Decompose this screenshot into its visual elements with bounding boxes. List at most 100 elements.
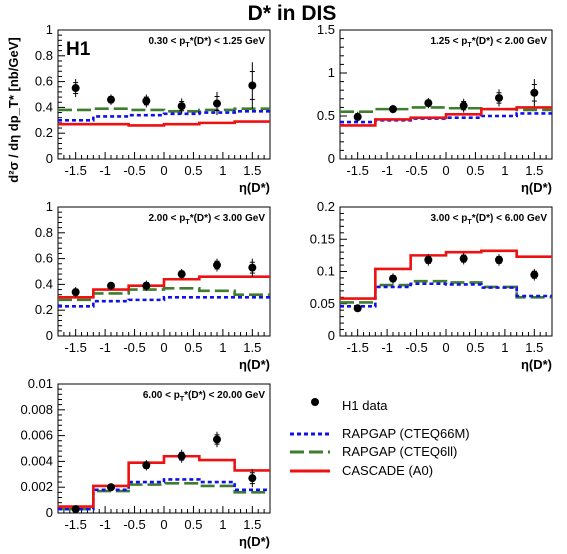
x-tick-label: -1	[381, 163, 393, 178]
x-tick-label: -1.5	[64, 340, 86, 355]
y-tick-label: 0.6	[35, 251, 53, 266]
data-point	[459, 101, 468, 110]
data-point	[71, 84, 80, 93]
panel-3: 0 0.2 0.4 0.6 0.8 1 -1.5 -1 -0.5 0 0.5 1 1.5 η(D*) 2.0…	[35, 199, 271, 372]
y-tick-label: 0.01	[28, 376, 53, 391]
x-tick-label: 1.5	[243, 517, 261, 532]
data-point	[530, 88, 539, 97]
x-tick-label: 0	[160, 163, 167, 178]
x-tick-label: -1.5	[64, 163, 86, 178]
x-tick-label: 0	[442, 163, 449, 178]
y-tick-label: 0.8	[35, 225, 53, 240]
series-cascade	[58, 120, 270, 127]
data-point	[353, 112, 362, 121]
panel-5: 0 0.002 0.004 0.006 0.008 0.01 -1.5 -1 -0.5 0 0.5 1…	[20, 376, 271, 549]
legend-label-cascade: CASCADE (A0)	[342, 463, 433, 478]
x-tick-label: -1.5	[346, 340, 368, 355]
x-tick-label: 0	[160, 517, 167, 532]
y-tick-label: 0.2	[317, 199, 335, 214]
x-tick-label: 1.5	[243, 163, 261, 178]
legend: H1 data RAPGAP (CTEQ66M) RAPGAP (CTEQ6ll…	[290, 398, 470, 478]
x-tick-label: 1.5	[243, 340, 261, 355]
data-point	[107, 483, 115, 492]
y-tick-label: 0.4	[35, 99, 53, 114]
data-point	[353, 304, 362, 313]
x-axis-title: η(D*)	[239, 534, 270, 549]
main-title: D* in DIS	[248, 2, 337, 25]
x-tick-label: -1.5	[64, 517, 86, 532]
y-tick-label: 1	[46, 199, 53, 214]
data-point	[495, 93, 503, 102]
x-tick-label: -0.5	[123, 340, 145, 355]
x-tick-label: 1.5	[525, 340, 543, 355]
legend-marker-data	[311, 398, 319, 406]
series-rapgap66m	[58, 478, 270, 511]
plot-frame	[57, 206, 271, 337]
y-tick-label: 0.6	[35, 74, 53, 89]
x-tick-label: 1	[219, 340, 226, 355]
x-tick-label: 0.5	[184, 163, 202, 178]
y-tick-label: 0.15	[310, 231, 335, 246]
x-tick-label: 1	[501, 340, 508, 355]
y-tick-label: 0.002	[20, 479, 53, 494]
y-tick-label: 0.2	[35, 125, 53, 140]
series-cascade	[58, 454, 270, 508]
pt-range-label: 2.00 < pT*(D*) < 3.00 GeV	[148, 213, 265, 226]
x-tick-label: -1	[99, 517, 111, 532]
x-tick-label: 0	[442, 340, 449, 355]
data-point	[389, 274, 397, 283]
y-tick-label: 0.5	[317, 108, 335, 123]
y-tick-label: 0	[46, 151, 53, 166]
legend-label-rapgap6ll: RAPGAP (CTEQ6ll)	[342, 444, 457, 459]
series-rapgap66m	[58, 109, 270, 122]
data-point	[213, 435, 221, 444]
panel-4: 0 0.05 0.1 0.15 0.2 -1.5 -1 -0.5 0 0.5 1 1.5 η(D*) 3.…	[310, 199, 553, 372]
data-point	[495, 255, 503, 264]
y-tick-label: 0.008	[20, 402, 53, 417]
y-tick-label: 1.5	[317, 22, 335, 37]
series-rapgap66m	[58, 296, 270, 308]
x-tick-label: 0	[160, 340, 167, 355]
panels: 0 0.2 0.4 0.6 0.8 1 -1.5 -1 -0.5 0 0.5 1 1.5 η(D*) 0.3…	[20, 22, 553, 549]
data-point	[142, 461, 151, 470]
collaboration-badge: H1	[66, 39, 91, 60]
data-point	[213, 99, 221, 108]
data-point	[177, 102, 186, 111]
x-axis-title: η(D*)	[239, 180, 270, 195]
data-point	[248, 81, 257, 90]
x-axis-title: η(D*)	[521, 180, 552, 195]
x-axis-title: η(D*)	[239, 357, 270, 372]
y-tick-label: 0.006	[20, 428, 53, 443]
y-tick-label: 0	[46, 328, 53, 343]
series-cascade	[340, 106, 552, 127]
data-point	[424, 99, 433, 108]
series-rapgap6ll	[58, 107, 270, 113]
x-tick-label: 1	[219, 163, 226, 178]
plot-frame	[339, 206, 553, 337]
data-point	[142, 96, 151, 105]
x-tick-label: 0.5	[184, 340, 202, 355]
y-tick-label: 0.1	[317, 264, 335, 279]
series-cascade	[340, 249, 552, 300]
data-point	[71, 505, 80, 514]
x-tick-label: 1	[219, 517, 226, 532]
data-point	[459, 254, 468, 263]
pt-range-label: 1.25 < pT*(D*) < 2.00 GeV	[430, 36, 547, 49]
data-point	[248, 263, 257, 272]
y-tick-label: 0.004	[20, 453, 53, 468]
y-tick-label: 0.2	[35, 302, 53, 317]
x-tick-label: -1	[99, 163, 111, 178]
data-point	[213, 261, 221, 270]
panel-2: 0 0.5 1 1.5 -1.5 -1 -0.5 0 0.5 1 1.5 η(D*) 1.25 < pT…	[317, 22, 553, 195]
y-tick-label: 0.8	[35, 48, 53, 63]
pt-range-label: 6.00 < pT*(D*) < 20.00 GeV	[143, 390, 265, 403]
x-tick-label: -0.5	[405, 340, 427, 355]
y-tick-label: 1	[328, 65, 335, 80]
data-point	[177, 452, 186, 461]
x-tick-label: -1	[99, 340, 111, 355]
x-tick-label: 0.5	[184, 517, 202, 532]
legend-label-data: H1 data	[342, 398, 388, 413]
x-tick-label: 1	[501, 163, 508, 178]
panel-1: 0 0.2 0.4 0.6 0.8 1 -1.5 -1 -0.5 0 0.5 1 1.5 η(D*) 0.3…	[35, 22, 271, 195]
x-tick-label: -0.5	[123, 163, 145, 178]
